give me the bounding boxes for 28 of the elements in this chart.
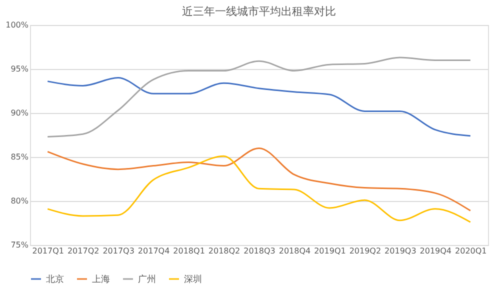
x-tick-label: 2017Q1: [32, 246, 64, 256]
x-tick-label: 2019Q2: [349, 246, 382, 256]
x-tick-label: 2017Q3: [102, 246, 134, 256]
y-tick-label: 100%: [6, 20, 29, 30]
y-tick-label: 85%: [10, 152, 29, 162]
legend-label: 北京: [46, 274, 64, 285]
legend-label: 深圳: [184, 274, 202, 285]
line-series: [46, 56, 472, 138]
y-tick-label: 75%: [10, 240, 29, 250]
line-series: [46, 147, 472, 212]
line-series: [46, 155, 472, 223]
line-series: [46, 77, 472, 137]
y-tick-label: 80%: [10, 196, 29, 206]
x-tick-label: 2019Q3: [384, 246, 416, 256]
chart-title: 近三年一线城市平均出租率对比: [182, 5, 336, 18]
x-tick-label: 2018Q3: [244, 246, 276, 256]
legend-label: 上海: [92, 274, 110, 285]
legend-label: 广州: [138, 274, 156, 285]
y-tick-label: 90%: [10, 108, 29, 118]
x-tick-label: 2018Q2: [208, 246, 240, 256]
x-tick-label: 2017Q4: [138, 246, 170, 256]
x-tick-label: 2020Q1: [455, 246, 487, 256]
x-tick-label: 2018Q1: [173, 246, 205, 256]
x-tick-label: 2019Q1: [314, 246, 346, 256]
x-tick-label: 2017Q2: [67, 246, 100, 256]
y-tick-label: 95%: [10, 64, 29, 74]
x-tick-label: 2019Q4: [420, 246, 452, 256]
x-tick-label: 2018Q4: [278, 246, 311, 256]
